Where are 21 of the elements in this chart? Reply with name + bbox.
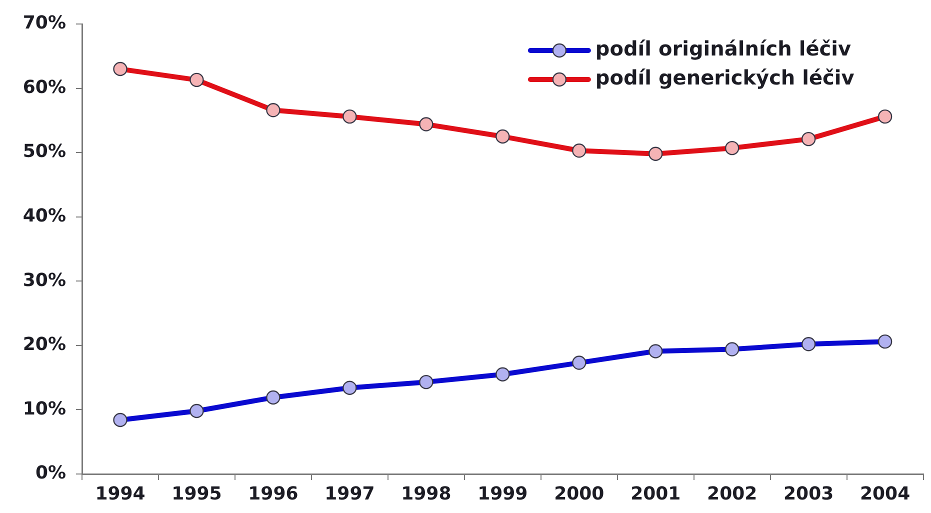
y-tick-label: 20% xyxy=(22,334,66,356)
x-tick-label: 1998 xyxy=(401,483,452,504)
x-tick-label: 1994 xyxy=(95,483,146,504)
legend-label: podíl generických léčiv xyxy=(595,66,854,90)
x-tick-label: 1999 xyxy=(478,483,528,504)
x-tick-label: 2001 xyxy=(630,483,681,504)
legend-label: podíl originálních léčiv xyxy=(595,36,852,61)
y-tick-label: 50% xyxy=(22,141,66,162)
x-tick-label: 2004 xyxy=(860,483,910,504)
x-tick-label: 1995 xyxy=(172,483,222,504)
x-tick-label: 1996 xyxy=(248,483,298,504)
y-tick-label: 10% xyxy=(22,398,66,420)
x-tick-label: 2002 xyxy=(707,483,758,504)
x-tick-label: 2003 xyxy=(784,483,834,504)
y-tick-label: 0% xyxy=(35,462,66,484)
y-tick-label: 40% xyxy=(22,206,66,227)
x-tick-label: 1997 xyxy=(324,483,375,504)
y-tick-label: 30% xyxy=(22,270,66,291)
x-tick-label: 2000 xyxy=(554,483,604,504)
y-tick-label: 70% xyxy=(22,12,66,34)
y-tick-label: 60% xyxy=(22,76,66,98)
